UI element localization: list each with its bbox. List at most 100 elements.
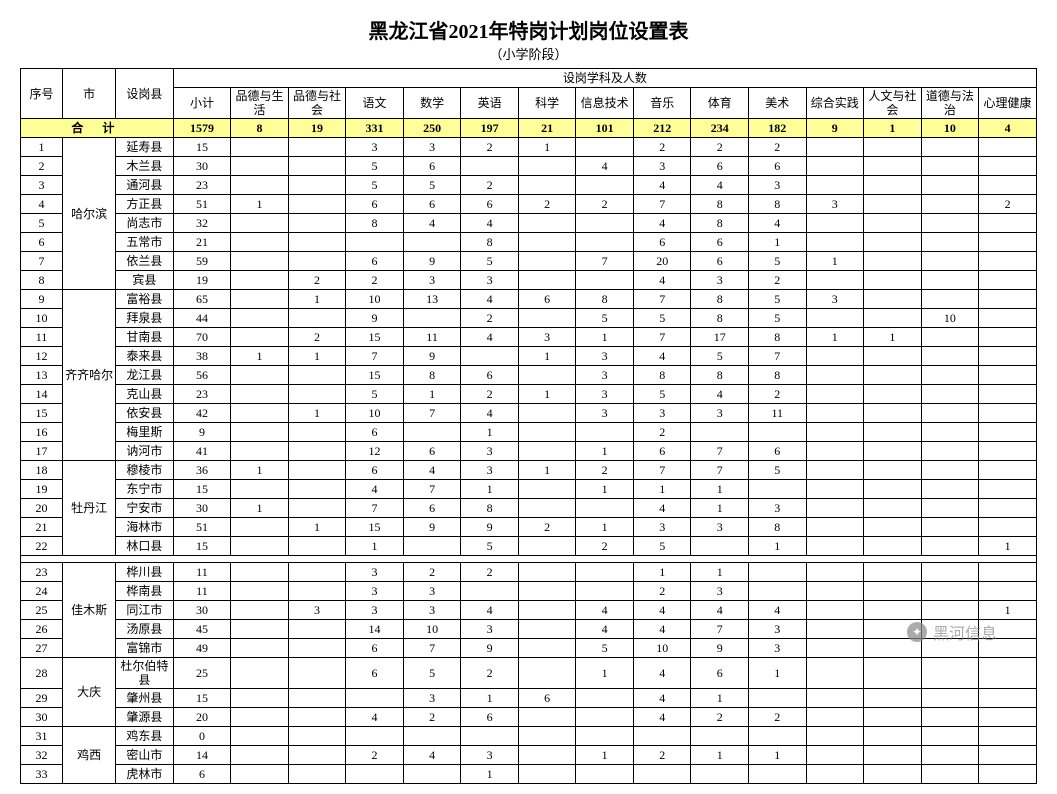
- cell-value: [806, 639, 864, 658]
- cell-value: [749, 765, 807, 784]
- cell-value: 10: [346, 290, 404, 309]
- cell-value: [864, 290, 922, 309]
- cell-value: [288, 620, 346, 639]
- total-cell: 250: [403, 119, 461, 138]
- cell-value: 7: [633, 195, 691, 214]
- cell-value: 3: [806, 195, 864, 214]
- cell-seq: 10: [21, 309, 63, 328]
- table-row: 21海林市511159921338: [21, 518, 1037, 537]
- cell-value: 1: [576, 658, 634, 689]
- cell-value: [979, 727, 1037, 746]
- cell-value: [864, 271, 922, 290]
- cell-value: [921, 727, 979, 746]
- cell-value: [921, 423, 979, 442]
- cell-county: 汤原县: [116, 620, 174, 639]
- cell-value: [231, 658, 289, 689]
- cell-value: [806, 214, 864, 233]
- cell-value: [921, 582, 979, 601]
- cell-value: 20: [173, 708, 231, 727]
- cell-value: 3: [691, 518, 749, 537]
- cell-value: [921, 214, 979, 233]
- cell-value: 4: [749, 601, 807, 620]
- cell-value: [979, 480, 1037, 499]
- cell-value: [403, 727, 461, 746]
- cell-value: 5: [749, 290, 807, 309]
- cell-value: [979, 385, 1037, 404]
- cell-value: [864, 157, 922, 176]
- cell-value: 8: [461, 499, 519, 518]
- cell-value: 6: [403, 157, 461, 176]
- cell-value: [576, 271, 634, 290]
- cell-value: [576, 563, 634, 582]
- cell-value: [518, 214, 576, 233]
- table-row: 6五常市218661: [21, 233, 1037, 252]
- table-row: 24桦南县113323: [21, 582, 1037, 601]
- col-subject: 音乐: [633, 88, 691, 119]
- cell-value: [288, 461, 346, 480]
- cell-seq: 33: [21, 765, 63, 784]
- cell-value: 3: [576, 347, 634, 366]
- cell-value: 2: [633, 582, 691, 601]
- cell-value: [576, 582, 634, 601]
- cell-value: [864, 442, 922, 461]
- cell-value: 3: [749, 620, 807, 639]
- cell-value: 4: [346, 708, 404, 727]
- cell-value: [921, 765, 979, 784]
- cell-value: 23: [173, 176, 231, 195]
- cell-value: 2: [403, 708, 461, 727]
- cell-value: [288, 385, 346, 404]
- cell-county: 通河县: [116, 176, 174, 195]
- cell-value: 56: [173, 366, 231, 385]
- cell-value: [518, 601, 576, 620]
- cell-value: 13: [403, 290, 461, 309]
- cell-seq: 17: [21, 442, 63, 461]
- cell-value: 4: [461, 601, 519, 620]
- cell-value: [461, 347, 519, 366]
- cell-value: [231, 233, 289, 252]
- cell-value: [864, 480, 922, 499]
- col-subject: 综合实践: [806, 88, 864, 119]
- cell-value: 45: [173, 620, 231, 639]
- cell-value: [518, 271, 576, 290]
- cell-value: 4: [633, 620, 691, 639]
- cell-value: 1: [518, 461, 576, 480]
- cell-value: 2: [288, 271, 346, 290]
- cell-value: [864, 176, 922, 195]
- cell-value: [864, 214, 922, 233]
- cell-value: [461, 582, 519, 601]
- cell-seq: 6: [21, 233, 63, 252]
- cell-value: 1: [691, 689, 749, 708]
- cell-value: 3: [633, 157, 691, 176]
- cell-value: 6: [346, 658, 404, 689]
- cell-value: 2: [749, 271, 807, 290]
- cell-value: 2: [461, 309, 519, 328]
- positions-table: 序号 市 设岗县 设岗学科及人数 小计品德与生活品德与社会语文数学英语科学信息技…: [20, 68, 1037, 784]
- cell-value: [403, 423, 461, 442]
- cell-value: [518, 252, 576, 271]
- cell-value: [921, 290, 979, 309]
- table-row: 17讷河市4112631676: [21, 442, 1037, 461]
- cell-value: 2: [461, 138, 519, 157]
- cell-value: [576, 499, 634, 518]
- cell-county: 宾县: [116, 271, 174, 290]
- cell-value: [864, 708, 922, 727]
- cell-value: [288, 765, 346, 784]
- cell-value: [864, 366, 922, 385]
- total-cell: 1579: [173, 119, 231, 138]
- cell-value: 6: [173, 765, 231, 784]
- cell-value: 70: [173, 328, 231, 347]
- cell-value: 5: [749, 252, 807, 271]
- cell-value: 6: [518, 290, 576, 309]
- cell-value: [806, 708, 864, 727]
- cell-value: 42: [173, 404, 231, 423]
- cell-value: 1: [231, 499, 289, 518]
- cell-value: 1: [633, 563, 691, 582]
- cell-value: 15: [346, 366, 404, 385]
- cell-value: [576, 423, 634, 442]
- cell-value: [231, 404, 289, 423]
- total-cell: 101: [576, 119, 634, 138]
- cell-seq: 30: [21, 708, 63, 727]
- cell-city: 齐齐哈尔: [63, 290, 116, 461]
- cell-value: [231, 271, 289, 290]
- cell-value: [288, 480, 346, 499]
